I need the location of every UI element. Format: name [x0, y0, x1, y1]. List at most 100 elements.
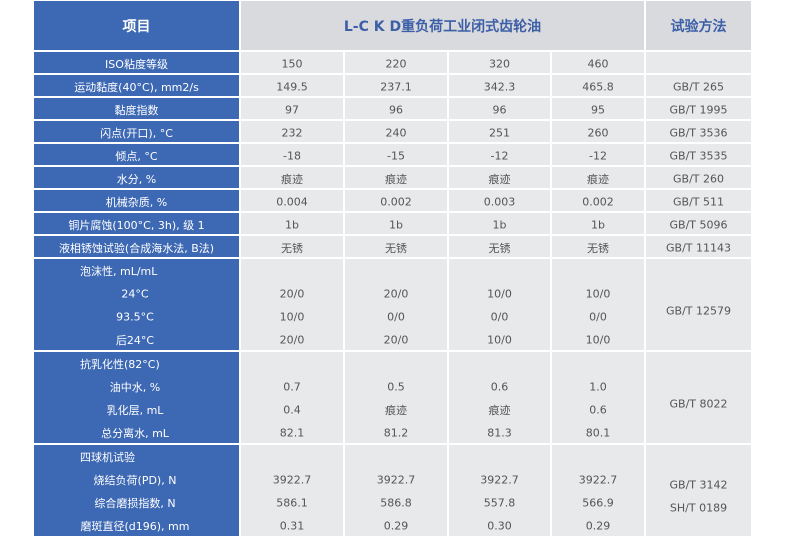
row-label: 机械杂质, %	[105, 195, 168, 209]
group-title: 泡沫性, mL/mL	[80, 264, 158, 278]
data-cell	[240, 189, 344, 212]
data-cell	[448, 97, 551, 120]
label-cell	[33, 97, 240, 120]
data-cell	[240, 444, 344, 537]
header-text: L-C K D重负荷工业闭式齿轮油	[343, 19, 542, 35]
data-cell	[551, 97, 645, 120]
group-title: 四球机试验	[80, 450, 135, 464]
method-text: GB/T 511	[673, 195, 724, 208]
method-text: SH/T 0189	[669, 501, 728, 515]
data-cell	[344, 97, 448, 120]
label-cell	[33, 143, 240, 166]
data-cell	[645, 258, 752, 351]
data-cell	[448, 74, 551, 97]
cell-value: -15	[387, 149, 405, 162]
cell-value: 无锈	[385, 241, 407, 255]
method-text: GB/T 3535	[669, 149, 728, 162]
cell-value: 220	[385, 57, 407, 70]
cell-value: 251	[489, 126, 510, 139]
cell-value: -12	[589, 149, 607, 162]
method-text: GB/T 260	[673, 172, 724, 185]
cell-value: 0.30	[487, 519, 512, 532]
cell-value: 10/0	[585, 333, 611, 346]
method-text: GB/T 1995	[669, 103, 728, 116]
cell-value: 20/0	[383, 333, 409, 346]
method-cell	[645, 74, 752, 97]
method-text: GB/T 11143	[666, 241, 731, 254]
data-cell	[448, 143, 551, 166]
cell-value: 0.5	[387, 380, 405, 393]
method-cell	[645, 189, 752, 212]
cell-value: 342.3	[483, 80, 516, 93]
cell-value: 无锈	[281, 241, 303, 255]
data-cell	[551, 212, 645, 235]
cell-value: 95	[591, 103, 605, 116]
cell-value: 0.31	[279, 519, 305, 532]
data-cell	[240, 51, 344, 74]
data-cell	[344, 120, 448, 143]
cell-value: 80.1	[585, 426, 611, 439]
data-cell	[240, 97, 344, 120]
row-label: 磨斑直径(d196), mm	[80, 519, 190, 533]
cell-value: 566.9	[582, 496, 614, 509]
header-cell	[33, 0, 240, 51]
data-cell	[344, 189, 448, 212]
method-cell	[645, 51, 752, 74]
data-cell	[551, 166, 645, 189]
cell-value: 20/0	[279, 333, 305, 346]
data-cell	[448, 258, 551, 351]
row-label: 93.5°C	[116, 310, 154, 323]
cell-value: 557.8	[483, 496, 516, 509]
cell-value: 痕迹	[587, 172, 609, 186]
label-cell	[33, 351, 240, 444]
row-label: 倾点, °C	[115, 149, 158, 163]
row-label: 乳化层, mL	[106, 403, 164, 417]
row-label: 24°C	[121, 287, 149, 300]
label-cell	[33, 235, 240, 258]
cell-value: 无锈	[587, 241, 609, 255]
cell-value: 0.4	[283, 403, 301, 416]
cell-value: 0.004	[276, 195, 308, 208]
row-label: 综合磨损指数, N	[94, 496, 176, 510]
cell-value: 痕迹	[488, 403, 511, 417]
row-label: 铜片腐蚀(100°C, 3h), 级 1	[68, 218, 205, 232]
cell-value: 3922.7	[480, 473, 519, 486]
data-cell	[551, 120, 645, 143]
data-cell	[645, 444, 752, 537]
cell-value: 0.7	[283, 380, 301, 393]
cell-value: 1b	[591, 218, 605, 231]
data-cell	[344, 74, 448, 97]
method-text: GB/T 3536	[669, 126, 728, 139]
data-cell	[240, 74, 344, 97]
row-label: 总分离水, mL	[101, 426, 169, 440]
data-cell	[551, 51, 645, 74]
method-cell	[645, 212, 752, 235]
data-cell	[240, 166, 344, 189]
cell-value: 1.0	[589, 380, 607, 393]
data-cell	[240, 258, 344, 351]
data-cell	[344, 166, 448, 189]
cell-value: 82.1	[279, 426, 305, 439]
row-label: 黏度指数	[114, 103, 159, 117]
cell-value: 0/0	[589, 310, 607, 323]
data-cell	[344, 351, 448, 444]
data-cell	[645, 351, 752, 444]
data-cell	[448, 189, 551, 212]
row-label: 烧结负荷(PD), N	[93, 473, 177, 487]
cell-value: 0/0	[387, 310, 405, 323]
cell-value: 0/0	[490, 310, 509, 323]
data-cell	[344, 143, 448, 166]
data-cell	[551, 444, 645, 537]
cell-value: 460	[587, 57, 609, 70]
data-cell	[240, 235, 344, 258]
cell-value: 20/0	[383, 287, 409, 300]
data-cell	[448, 444, 551, 537]
cell-value: 0.29	[585, 519, 611, 532]
cell-value: -12	[490, 149, 509, 162]
data-cell	[448, 212, 551, 235]
data-cell	[551, 258, 645, 351]
label-cell	[33, 258, 240, 351]
label-cell	[33, 166, 240, 189]
method-text: GB/T 12579	[666, 304, 731, 317]
method-cell	[645, 235, 752, 258]
